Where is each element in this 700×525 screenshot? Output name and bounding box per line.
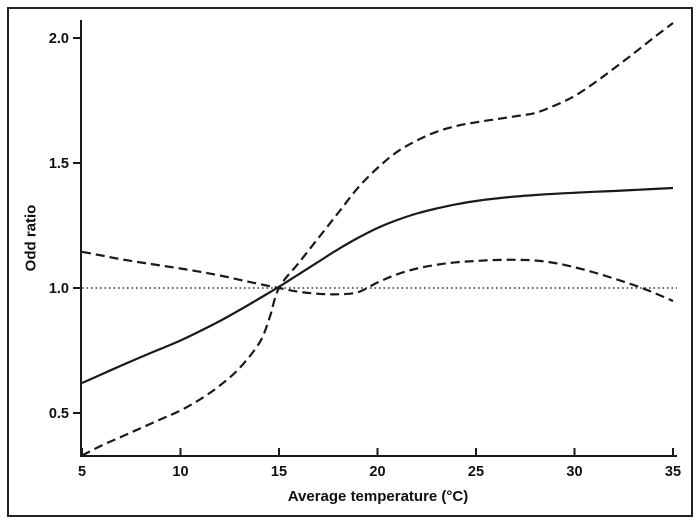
series-path-ci-bound-flat-dashed (81, 250, 674, 303)
x-tick-label: 5 (78, 464, 86, 480)
x-tick-label: 35 (665, 464, 681, 480)
x-tick-label: 30 (566, 464, 582, 480)
y-tick-label: 1.0 (49, 281, 69, 297)
y-tick-label: 2.0 (49, 31, 69, 47)
x-axis-title: Average temperature (°C) (287, 488, 469, 505)
series-path-ci-bound-steep-dashed (81, 22, 674, 457)
series-path-odds-ratio-estimate (81, 186, 674, 385)
x-tick-label: 20 (369, 464, 385, 480)
x-tick-label: 15 (271, 464, 287, 480)
y-tick-label: 1.5 (49, 156, 69, 172)
x-tick-label: 10 (172, 464, 188, 480)
y-axis-title: Odd ratio (22, 204, 40, 272)
y-tick-label: 0.5 (49, 406, 69, 422)
x-tick-label: 25 (468, 464, 484, 480)
